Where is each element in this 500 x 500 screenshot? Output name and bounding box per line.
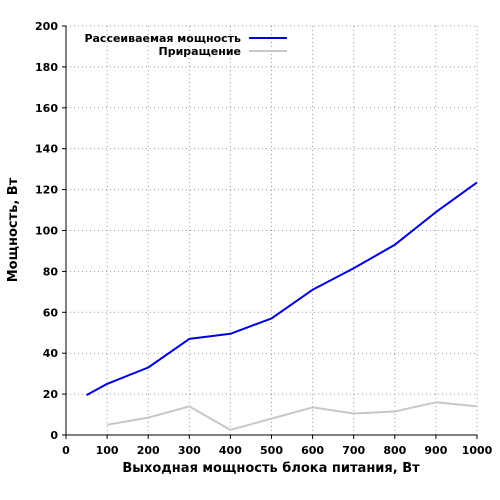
y-tick-label: 200 bbox=[35, 20, 58, 33]
y-tick-label: 160 bbox=[35, 102, 58, 115]
legend-label-2: Приращение bbox=[159, 45, 241, 58]
x-tick-label: 900 bbox=[424, 444, 447, 457]
series-line-1 bbox=[86, 181, 478, 396]
y-tick-label: 40 bbox=[43, 347, 59, 360]
x-axis-title: Выходная мощность блока питания, Вт bbox=[122, 461, 420, 476]
series-line-2 bbox=[106, 401, 478, 431]
x-tick-label: 0 bbox=[62, 444, 70, 457]
legend-label-1: Рассеиваемая мощность bbox=[84, 32, 241, 45]
x-tick-label: 800 bbox=[383, 444, 406, 457]
y-tick-label: 60 bbox=[43, 306, 59, 319]
series-group bbox=[86, 181, 478, 431]
x-tick-label: 300 bbox=[178, 444, 201, 457]
y-tick-label: 20 bbox=[43, 388, 59, 401]
axes: 0 20 40 60 80 100 120 140 160 180 200 0 100 200 300 400… bbox=[35, 20, 493, 457]
y-tick-label: 180 bbox=[35, 61, 58, 74]
y-tick-label: 100 bbox=[35, 225, 58, 238]
x-tick-label: 200 bbox=[137, 444, 160, 457]
grid bbox=[66, 25, 478, 435]
x-tick-label: 400 bbox=[219, 444, 242, 457]
x-tick-label: 100 bbox=[96, 444, 119, 457]
y-tick-label: 80 bbox=[43, 265, 59, 278]
x-tick-label: 500 bbox=[260, 444, 283, 457]
x-tick-label: 1000 bbox=[462, 444, 493, 457]
y-axis-title: Мощность, Вт bbox=[6, 177, 21, 282]
x-tick-label: 700 bbox=[342, 444, 365, 457]
y-tick-label: 0 bbox=[50, 429, 58, 442]
y-tick-label: 120 bbox=[35, 184, 58, 197]
y-tick-label: 140 bbox=[35, 143, 58, 156]
x-tick-label: 600 bbox=[301, 444, 324, 457]
